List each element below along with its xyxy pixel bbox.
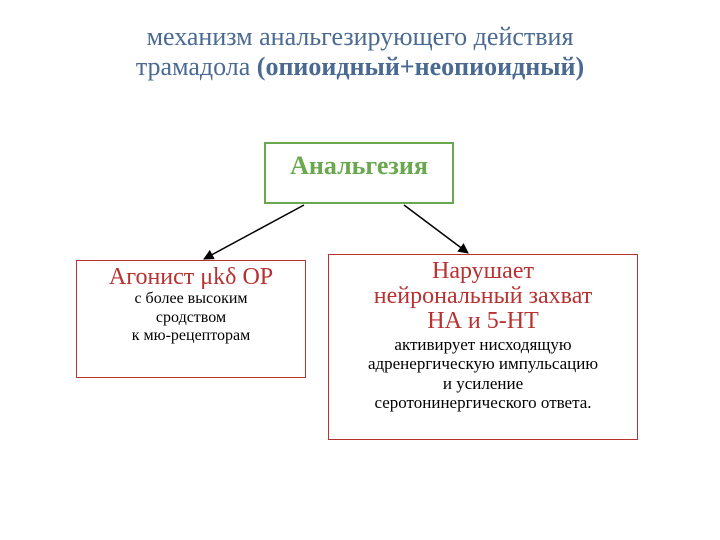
edge-left (204, 205, 304, 259)
node-opioid-big: Агонист μkδ ОР (83, 265, 299, 290)
node-nonopioid-big-0: Нарушает (335, 259, 631, 284)
title-line2-paren: (опиоидный+неопиоидный) (257, 52, 584, 81)
node-opioid-small-1: сродством (83, 309, 299, 327)
node-opioid-small-2: к мю-рецепторам (83, 327, 299, 345)
node-opioid-small-0: с более высоким (83, 290, 299, 308)
slide-stage: механизм анальгезирующего действия трама… (0, 0, 720, 540)
node-nonopioid-small-1: адренергическую импульсацию (335, 354, 631, 374)
node-nonopioid-big-2: НА и 5-НТ (335, 309, 631, 334)
node-analgesia-label: Анальгезия (272, 148, 446, 179)
node-nonopioid: Нарушает нейрональный захват НА и 5-НТ а… (328, 254, 638, 440)
node-opioid: Агонист μkδ ОР с более высоким сродством… (76, 260, 306, 378)
node-nonopioid-small-2: и усиление (335, 374, 631, 394)
edge-right (404, 205, 468, 253)
node-nonopioid-small-3: серотонинергического ответа. (335, 393, 631, 413)
title-line2: трамадола (опиоидный+неопиоидный) (136, 52, 584, 81)
node-nonopioid-small-0: активирует нисходящую (335, 335, 631, 355)
slide-title: механизм анальгезирующего действия трама… (0, 22, 720, 82)
title-line1: механизм анальгезирующего действия (0, 22, 720, 52)
node-nonopioid-big-1: нейрональный захват (335, 284, 631, 309)
title-line2-prefix: трамадола (136, 52, 257, 81)
node-analgesia: Анальгезия (264, 142, 454, 204)
